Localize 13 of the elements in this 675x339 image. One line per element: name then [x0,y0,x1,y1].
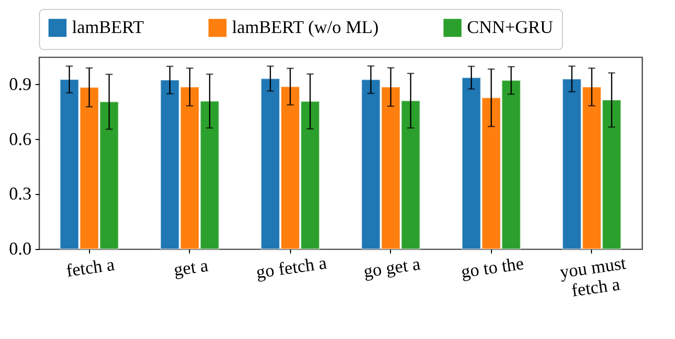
x-tick-label: go to the [460,253,525,282]
x-tick-label: you must fetch a [558,252,628,301]
y-tick-label: 0.3 [9,184,32,204]
x-tick-label: get a [172,255,210,280]
x-tick-label: go get a [362,254,422,282]
legend-label: CNN+GRU [467,16,554,37]
x-tick-label: fetch a [64,254,116,281]
y-tick-label: 0.0 [9,238,32,258]
y-tick-label: 0.6 [9,128,32,149]
legend-label: lamBERT (w/o ML) [232,16,379,37]
y-tick-label: 0.9 [9,74,32,94]
legend-label: lamBERT [72,16,144,37]
x-tick-label: go fetch a [254,252,328,282]
